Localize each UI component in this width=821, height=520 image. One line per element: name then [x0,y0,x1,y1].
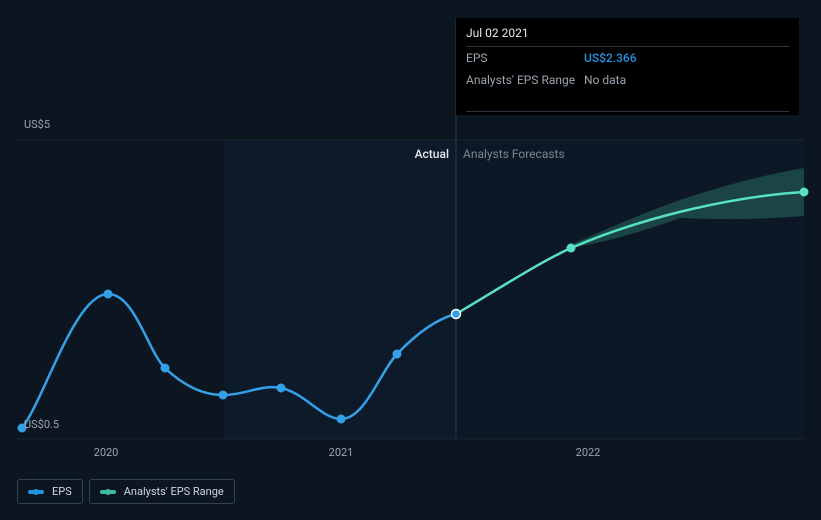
y-tick-label: US$0.5 [24,418,59,431]
legend-item-label: EPS [52,485,72,498]
legend-item-label: Analysts' EPS Range [124,485,224,498]
tooltip-date: Jul 02 2021 [466,26,789,47]
legend: EPS Analysts' EPS Range [17,479,235,504]
highlight-marker [452,310,461,319]
tooltip-row-key: Analysts' EPS Range [466,73,584,87]
legend-swatch-icon [28,490,44,494]
x-tick-label: 2020 [94,446,119,459]
tooltip: Jul 02 2021 EPS US$2.366 Analysts' EPS R… [456,18,799,115]
legend-swatch-icon [100,490,116,494]
legend-item-eps[interactable]: EPS [17,479,83,504]
tooltip-row-value: US$2.366 [584,51,637,65]
tooltip-row: EPS US$2.366 [466,47,789,69]
tooltip-row-value: No data [584,73,626,87]
tooltip-row-key: EPS [466,51,584,65]
legend-item-range[interactable]: Analysts' EPS Range [89,479,235,504]
y-tick-label: US$5 [24,118,50,131]
tooltip-separator [466,111,789,112]
section-label-forecast: Analysts Forecasts [463,147,565,161]
tooltip-row: Analysts' EPS Range No data [466,69,789,91]
x-tick-label: 2022 [576,446,601,459]
section-label-actual: Actual [415,147,449,161]
region-actual [224,140,456,439]
x-tick-label: 2021 [329,446,354,459]
eps-forecast-chart: { "chart": { "type": "line", "width": 82… [0,0,821,520]
